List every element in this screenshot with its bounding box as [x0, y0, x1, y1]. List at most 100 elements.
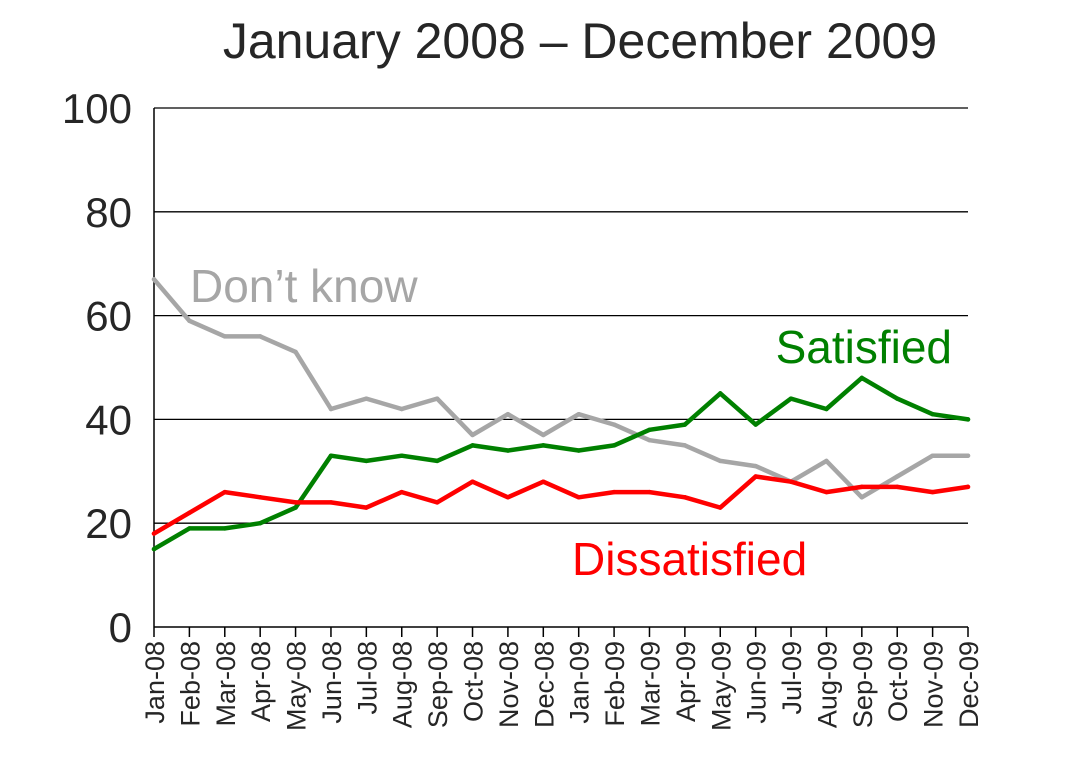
- data-point: [151, 546, 157, 552]
- data-point: [257, 521, 263, 526]
- data-point: [470, 479, 475, 484]
- data-point: [187, 510, 192, 516]
- data-point: [718, 505, 723, 510]
- x-tick-label: Mar-08: [211, 641, 241, 727]
- y-axis-ticks: 0 20 40 60 80 100: [62, 85, 132, 651]
- series-labels: Don’t know Satisfied Dissatisfied: [190, 260, 952, 585]
- data-point: [222, 526, 227, 531]
- x-tick-label: Aug-09: [812, 641, 842, 728]
- data-point: [965, 453, 971, 458]
- x-tick-label: May-09: [706, 641, 736, 731]
- x-tick-label: May-08: [282, 641, 312, 731]
- data-point: [611, 422, 617, 427]
- data-point: [364, 458, 369, 464]
- data-point: [895, 396, 900, 401]
- data-point: [611, 489, 617, 495]
- data-point: [576, 412, 581, 417]
- series-lines: [151, 277, 971, 552]
- data-point: [824, 406, 829, 412]
- x-tick-label: Jul-09: [777, 641, 807, 715]
- data-point: [328, 500, 334, 505]
- x-tick-label: Mar-09: [635, 641, 665, 727]
- y-tick-label: 40: [85, 396, 132, 443]
- x-tick-label: Nov-08: [494, 641, 524, 728]
- data-point: [718, 391, 723, 396]
- x-tick-label: Jan-08: [140, 641, 170, 724]
- data-point: [541, 432, 546, 438]
- data-point: [293, 349, 298, 355]
- data-point: [895, 484, 900, 490]
- data-point: [788, 396, 794, 401]
- series-line-2: [151, 474, 971, 536]
- data-point: [859, 484, 865, 490]
- series-label-0: Don’t know: [190, 260, 418, 312]
- data-point: [364, 505, 369, 510]
- data-point: [364, 396, 369, 401]
- gridlines: [154, 107, 968, 524]
- x-tick-label: Dec-08: [529, 641, 559, 728]
- data-point: [682, 495, 688, 500]
- data-point: [151, 277, 157, 282]
- x-tick-label: Oct-08: [459, 641, 489, 722]
- y-tick-label: 100: [62, 85, 132, 132]
- series-label-2: Dissatisfied: [572, 533, 807, 585]
- chart-title: January 2008 – December 2009: [223, 13, 937, 69]
- data-point: [824, 458, 829, 464]
- data-point: [505, 412, 511, 417]
- x-tick-label: Jun-09: [742, 641, 772, 724]
- x-tick-label: Feb-08: [175, 641, 205, 727]
- x-tick-label: Oct-09: [883, 641, 913, 722]
- y-tick-label: 80: [85, 189, 132, 236]
- data-point: [434, 458, 440, 464]
- data-point: [965, 417, 971, 422]
- x-tick-label: Aug-08: [388, 641, 418, 728]
- data-point: [718, 458, 723, 464]
- x-tick-label: Sep-08: [423, 641, 453, 728]
- data-point: [222, 489, 227, 495]
- y-tick-label: 0: [109, 604, 132, 651]
- data-point: [753, 474, 758, 479]
- series-line-0: [151, 277, 971, 500]
- data-point: [788, 479, 794, 484]
- x-tick-label: Jul-08: [352, 641, 382, 715]
- x-tick-label: Jun-08: [317, 641, 347, 724]
- data-point: [541, 443, 546, 448]
- data-point: [824, 489, 829, 495]
- x-tick-label: Apr-09: [671, 641, 701, 722]
- data-point: [895, 474, 900, 479]
- data-point: [647, 427, 652, 432]
- data-point: [505, 495, 511, 500]
- x-tick-label: Dec-09: [954, 641, 984, 728]
- data-point: [470, 432, 475, 438]
- data-point: [930, 489, 935, 495]
- data-point: [647, 489, 652, 495]
- data-point: [151, 531, 157, 536]
- x-tick-label: Jan-09: [565, 641, 595, 724]
- data-point: [930, 453, 935, 458]
- series-line-1: [151, 375, 971, 552]
- data-point: [434, 396, 440, 401]
- data-point: [399, 406, 404, 412]
- x-axis-ticks: Jan-08 Feb-08 Mar-08 Apr-08 May-08 Jun-08 Jul-…: [140, 627, 984, 731]
- x-tick-label: Nov-09: [919, 641, 949, 728]
- data-point: [187, 318, 192, 323]
- data-point: [753, 422, 758, 427]
- data-point: [647, 437, 652, 443]
- series-label-1: Satisfied: [776, 321, 952, 373]
- data-point: [434, 500, 440, 505]
- data-point: [859, 375, 865, 381]
- data-point: [470, 443, 475, 448]
- x-tick-label: Feb-09: [600, 641, 630, 727]
- data-point: [399, 453, 404, 458]
- data-point: [187, 526, 192, 531]
- axes: [153, 108, 968, 628]
- data-point: [541, 479, 546, 484]
- data-point: [293, 500, 298, 505]
- y-tick-label: 60: [85, 293, 132, 340]
- data-point: [505, 448, 511, 453]
- data-point: [965, 484, 971, 490]
- data-point: [293, 505, 298, 510]
- data-point: [257, 495, 263, 500]
- data-point: [859, 495, 865, 500]
